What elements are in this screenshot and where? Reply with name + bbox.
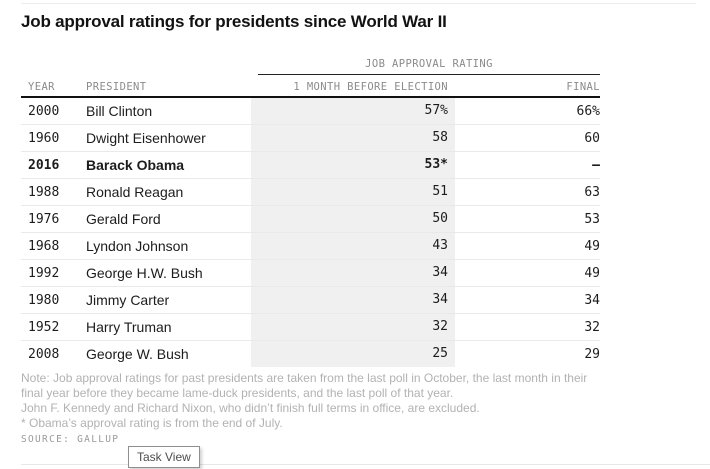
final-rating-cell: 53	[584, 211, 600, 227]
group-header-underline	[258, 74, 600, 75]
approval-table: JOB APPROVAL RATING YEAR PRESIDENT 1 MON…	[21, 57, 600, 367]
source-credit: SOURCE: GALLUP	[21, 434, 120, 445]
footnote-line: John F. Kennedy and Richard Nixon, who d…	[21, 401, 480, 415]
president-cell: Barack Obama	[86, 157, 185, 173]
column-header-before: 1 MONTH BEFORE ELECTION	[293, 81, 448, 93]
table-row: 1976 Gerald Ford 50 53	[21, 206, 600, 233]
year-cell: 2016	[28, 157, 60, 173]
footnotes: Note: Job approval ratings for past pres…	[21, 371, 587, 431]
final-rating-cell: 66%	[576, 103, 600, 119]
before-election-rating-cell: 50	[251, 206, 455, 232]
year-cell: 1976	[28, 211, 60, 227]
before-election-rating-cell: 43	[251, 233, 455, 259]
table-row: 1992 George H.W. Bush 34 49	[21, 260, 600, 287]
president-cell: Jimmy Carter	[86, 292, 170, 308]
table-row: 1988 Ronald Reagan 51 63	[21, 179, 600, 206]
final-rating-cell: 60	[584, 130, 600, 146]
final-rating-cell: 63	[584, 184, 600, 200]
year-cell: 1968	[28, 238, 60, 254]
final-rating-cell: 49	[584, 265, 600, 281]
final-rating-cell: 34	[584, 292, 600, 308]
year-cell: 1992	[28, 265, 60, 281]
table-body: 2000 Bill Clinton 57% 66% 1960 Dwight Eisenho…	[21, 98, 600, 367]
president-cell: Bill Clinton	[86, 103, 153, 119]
president-cell: Lyndon Johnson	[86, 238, 189, 254]
year-cell: 1988	[28, 184, 60, 200]
before-election-rating-cell: 58	[251, 125, 455, 151]
footnote-line: * Obama’s approval rating is from the en…	[21, 416, 283, 430]
group-header-label: JOB APPROVAL RATING	[365, 58, 493, 70]
table-row: 2008 George W. Bush 25 29	[21, 341, 600, 367]
table-group-header-row: JOB APPROVAL RATING	[21, 57, 600, 75]
year-cell: 2000	[28, 103, 60, 119]
column-header-year: YEAR	[28, 81, 55, 93]
year-cell: 1980	[28, 292, 60, 308]
footnote-line: final year before they became lame-duck …	[21, 386, 454, 400]
year-cell: 1952	[28, 319, 60, 335]
final-rating-cell: 29	[584, 346, 600, 362]
year-cell: 1960	[28, 130, 60, 146]
president-cell: Dwight Eisenhower	[86, 130, 206, 146]
president-cell: George H.W. Bush	[86, 265, 203, 281]
bottom-divider	[21, 464, 710, 465]
table-column-header-row: YEAR PRESIDENT 1 MONTH BEFORE ELECTION F…	[21, 75, 600, 98]
year-cell: 2008	[28, 346, 60, 362]
column-header-president: PRESIDENT	[86, 81, 147, 93]
president-cell: Ronald Reagan	[86, 184, 184, 200]
final-rating-cell: 32	[584, 319, 600, 335]
before-election-rating-cell: 53*	[251, 152, 455, 178]
president-cell: George W. Bush	[86, 346, 189, 362]
top-divider	[21, 3, 696, 4]
table-row: 1968 Lyndon Johnson 43 49	[21, 233, 600, 260]
table-row: 1980 Jimmy Carter 34 34	[21, 287, 600, 314]
president-cell: Harry Truman	[86, 319, 172, 335]
table-row: 1952 Harry Truman 32 32	[21, 314, 600, 341]
footnote-line: Note: Job approval ratings for past pres…	[21, 371, 588, 385]
president-cell: Gerald Ford	[86, 211, 161, 227]
table-row: 2016 Barack Obama 53* –	[21, 152, 600, 179]
task-view-tooltip: Task View	[128, 446, 200, 468]
before-election-rating-cell: 25	[251, 341, 455, 367]
before-election-rating-cell: 34	[251, 260, 455, 286]
before-election-rating-cell: 34	[251, 287, 455, 313]
column-header-final: FINAL	[566, 81, 600, 93]
table-row: 1960 Dwight Eisenhower 58 60	[21, 125, 600, 152]
final-rating-cell: –	[592, 157, 600, 173]
final-rating-cell: 49	[584, 238, 600, 254]
before-election-rating-cell: 51	[251, 179, 455, 205]
page-title: Job approval ratings for presidents sinc…	[21, 12, 447, 31]
before-election-rating-cell: 57%	[251, 98, 455, 124]
before-election-rating-cell: 32	[251, 314, 455, 340]
table-row: 2000 Bill Clinton 57% 66%	[21, 98, 600, 125]
